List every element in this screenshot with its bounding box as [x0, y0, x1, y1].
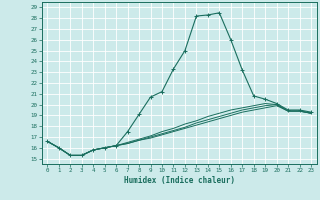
X-axis label: Humidex (Indice chaleur): Humidex (Indice chaleur) — [124, 176, 235, 185]
